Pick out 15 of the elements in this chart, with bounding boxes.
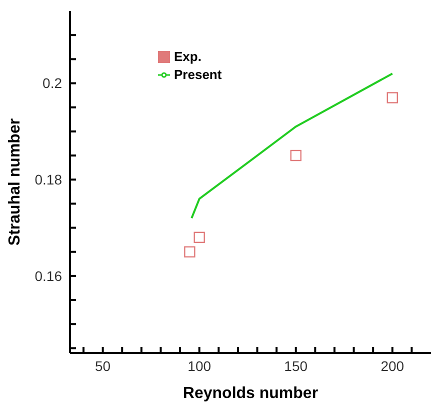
y-tick-label: 0.2 xyxy=(42,75,62,92)
x-tick-label: 100 xyxy=(188,358,212,374)
x-axis-title: Reynolds number xyxy=(182,385,318,402)
point xyxy=(386,92,398,104)
x-tick-label: 50 xyxy=(95,358,111,374)
y-tick-label: 0.18 xyxy=(34,172,62,188)
legend-label: Exp. xyxy=(174,49,202,64)
x-tick-label: 150 xyxy=(284,358,308,374)
point xyxy=(194,232,205,243)
point xyxy=(290,150,302,162)
y-tick-label: 0.16 xyxy=(34,268,62,284)
legend-label: Present xyxy=(174,67,222,82)
x-tick-label: 200 xyxy=(380,358,404,374)
y-axis-title: Strauhal number xyxy=(6,118,24,246)
point xyxy=(184,246,196,258)
